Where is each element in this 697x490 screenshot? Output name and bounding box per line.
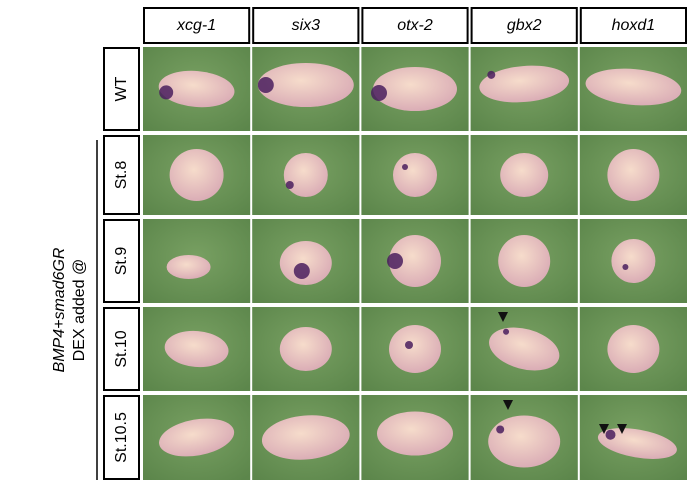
embryo-body <box>373 67 457 111</box>
embryo <box>166 255 211 279</box>
row-header: St.8 <box>113 161 130 190</box>
embryo-body <box>261 415 350 460</box>
arrowhead <box>617 424 627 434</box>
embryo <box>389 325 441 373</box>
embryo-body <box>159 418 235 457</box>
embryo <box>283 153 328 197</box>
row-header-box <box>103 219 140 303</box>
column-header: hoxd1 <box>612 17 656 34</box>
embryo-body <box>607 325 660 373</box>
embryo-body <box>257 63 354 107</box>
row-header: WT <box>113 76 130 101</box>
stain <box>371 85 387 101</box>
embryo-body <box>479 65 570 103</box>
embryo <box>611 239 656 283</box>
embryo-body <box>607 149 660 201</box>
stain <box>503 328 510 335</box>
embryo <box>257 63 354 107</box>
embryo-body <box>585 68 682 106</box>
embryo-body <box>169 149 224 201</box>
row-header: St.10 <box>113 330 130 367</box>
embryo <box>158 70 235 108</box>
column-header: xcg-1 <box>176 17 216 34</box>
embryo-body <box>393 153 437 197</box>
embryo <box>479 65 570 103</box>
row-header-box <box>103 47 140 131</box>
column-header-box <box>143 7 251 44</box>
embryo <box>498 235 551 287</box>
embryo-body <box>489 327 560 371</box>
embryo-body <box>389 235 441 287</box>
column-header-box <box>361 7 469 44</box>
embryo <box>500 153 549 197</box>
embryo <box>169 149 224 201</box>
embryo-body <box>500 153 549 197</box>
stain <box>285 181 294 189</box>
embryo-body <box>158 70 235 108</box>
row-header: St.9 <box>113 247 130 276</box>
embryo <box>607 325 660 373</box>
embryo-body <box>498 235 551 287</box>
stain <box>405 341 413 349</box>
stain <box>402 164 408 170</box>
stain <box>496 425 505 434</box>
arrowhead <box>503 400 513 410</box>
column-header-box <box>252 7 360 44</box>
embryo-body <box>283 153 328 197</box>
stain <box>387 253 403 269</box>
embryo <box>607 149 660 201</box>
column-header-box <box>579 7 687 44</box>
embryo-body <box>389 325 441 373</box>
embryo <box>489 327 560 371</box>
arrowhead <box>599 424 609 434</box>
stain <box>622 264 629 270</box>
stain <box>159 85 174 100</box>
embryo-body <box>597 428 677 459</box>
column-header: otx-2 <box>397 17 433 34</box>
row-header-box <box>103 135 140 215</box>
arrowhead <box>498 312 508 322</box>
embryo <box>585 68 682 106</box>
embryo-body <box>611 239 656 283</box>
row-header-box <box>103 307 140 391</box>
embryo-body <box>279 327 332 371</box>
embryo <box>279 327 332 371</box>
embryo <box>159 418 235 457</box>
embryo <box>164 330 229 368</box>
embryo <box>488 415 561 468</box>
embryo <box>387 235 441 287</box>
embryo-body <box>166 255 211 279</box>
embryo <box>377 411 453 456</box>
embryo-body <box>377 411 453 456</box>
embryo <box>371 67 457 111</box>
column-header: six3 <box>292 17 321 34</box>
side-label: BMP4+smad6GR <box>51 247 68 372</box>
side-label: DEX added @ <box>71 259 88 362</box>
embryo <box>279 241 332 285</box>
embryo <box>261 415 350 460</box>
embryo <box>393 153 437 197</box>
stain <box>293 263 310 279</box>
column-header: gbx2 <box>507 17 542 34</box>
embryo-body <box>488 415 561 468</box>
row-header-box <box>103 395 140 480</box>
stain <box>487 70 496 79</box>
row-header: St.10.5 <box>113 412 130 463</box>
embryo-body <box>164 330 229 368</box>
column-header-box <box>470 7 578 44</box>
embryo-body <box>279 241 332 285</box>
embryo <box>597 428 677 459</box>
stain <box>605 429 616 440</box>
stain <box>257 77 274 93</box>
